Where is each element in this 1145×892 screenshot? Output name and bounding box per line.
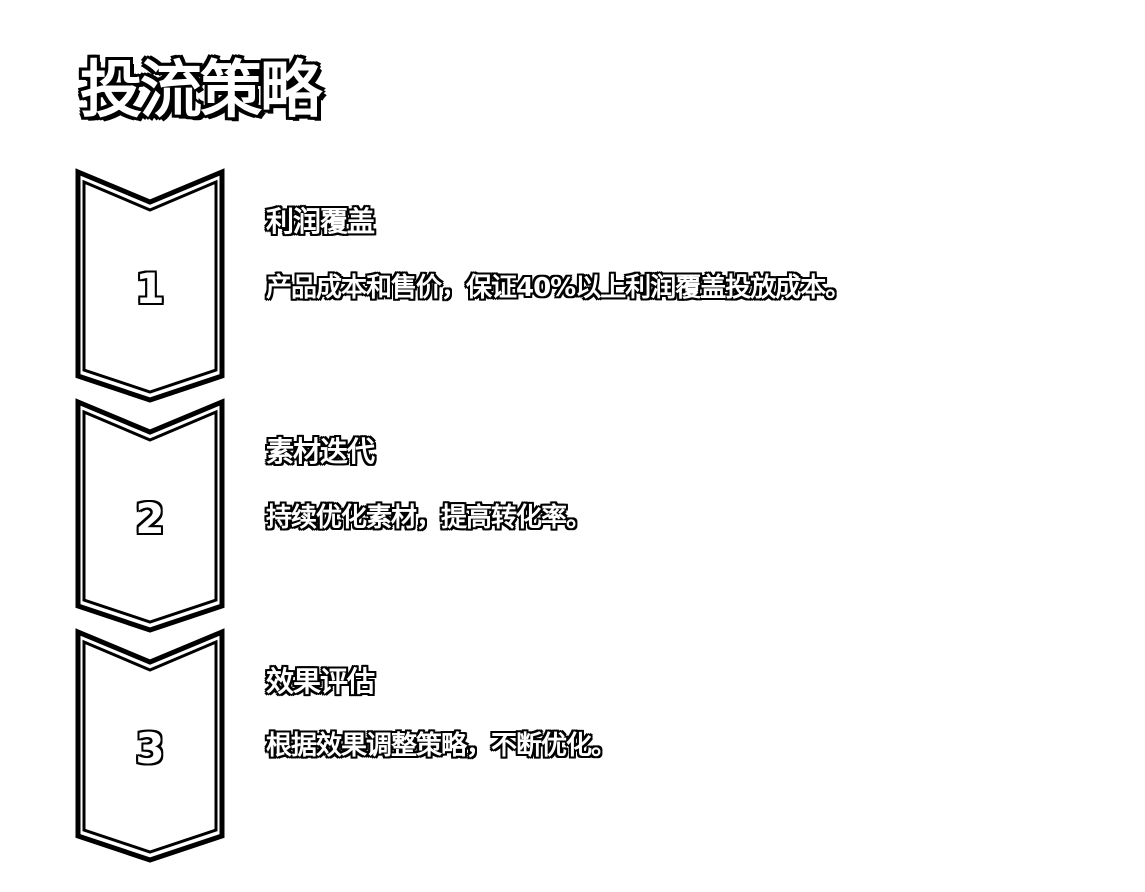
step-3-number: 3 [135,724,165,773]
step-1-description: 产品成本和售价，保证40%以上利润覆盖投放成本。 [266,273,851,303]
step-2-chevron-shape [75,398,225,633]
step-1-number: 1 [135,264,165,313]
step-3-heading: 效果评估 [266,665,375,698]
step-1-chevron-shape [75,168,225,403]
step-2-number: 2 [135,494,165,543]
step-3-chevron-shape [75,628,225,863]
step-1-heading: 利润覆盖 [266,205,375,238]
step-3-description: 根据效果调整策略，不断优化。 [266,731,617,761]
step-2-description: 持续优化素材，提高转化率。 [266,503,592,533]
step-2-heading: 素材迭代 [266,435,375,468]
page-title: 投流策略 [80,53,322,126]
